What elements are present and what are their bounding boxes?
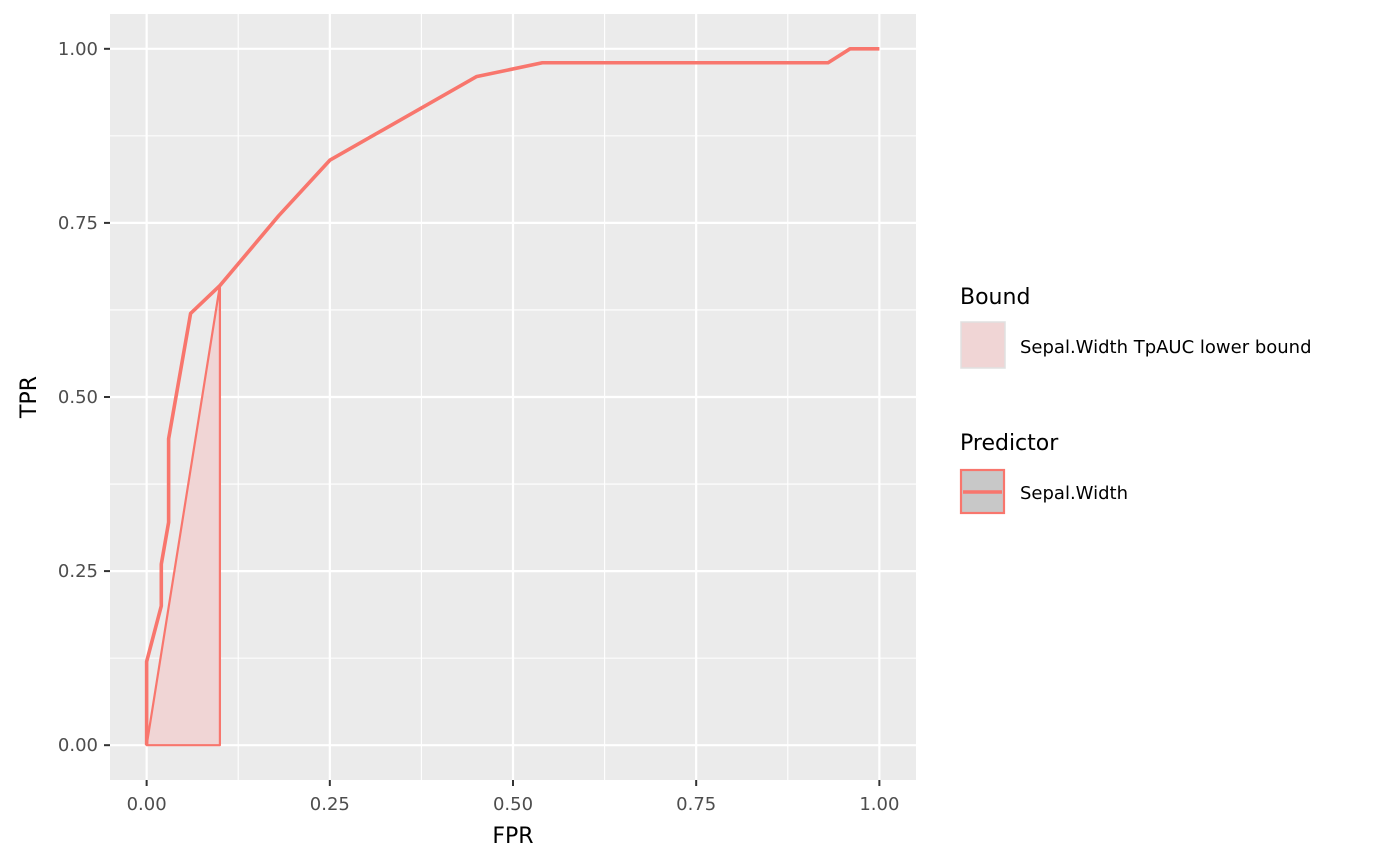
x-axis: 0.00 0.25 0.50 0.75 1.00 xyxy=(127,780,899,815)
legend: Bound Sepal.Width TpAUC lower bound Pred… xyxy=(959,285,1312,515)
x-tick-label: 0.25 xyxy=(310,794,350,815)
legend-key-bound xyxy=(960,321,1006,369)
x-tick-label: 1.00 xyxy=(859,794,899,815)
bound-layer xyxy=(145,284,222,747)
grid-major xyxy=(110,14,916,780)
x-tick-label: 0.50 xyxy=(493,794,533,815)
y-tick-label: 0.25 xyxy=(58,561,98,582)
y-axis: 0.00 0.25 0.50 0.75 1.00 xyxy=(58,39,110,756)
x-tick-label: 0.00 xyxy=(127,794,167,815)
legend-title-predictor: Predictor xyxy=(960,431,1059,456)
y-tick-label: 0.75 xyxy=(58,213,98,234)
y-axis-title: TPR xyxy=(17,376,42,419)
bound-polygon xyxy=(145,284,222,747)
x-tick-label: 0.75 xyxy=(676,794,716,815)
legend-title-bound: Bound xyxy=(960,285,1030,310)
legend-label-predictor: Sepal.Width xyxy=(1020,483,1128,504)
y-tick-label: 0.50 xyxy=(58,387,98,408)
series-line-sepal-width xyxy=(144,47,880,746)
legend-label-bound: Sepal.Width TpAUC lower bound xyxy=(1020,337,1312,358)
y-tick-label: 1.00 xyxy=(58,39,98,60)
x-axis-title: FPR xyxy=(492,824,533,849)
y-tick-label: 0.00 xyxy=(58,735,98,756)
series-layer xyxy=(144,47,880,746)
